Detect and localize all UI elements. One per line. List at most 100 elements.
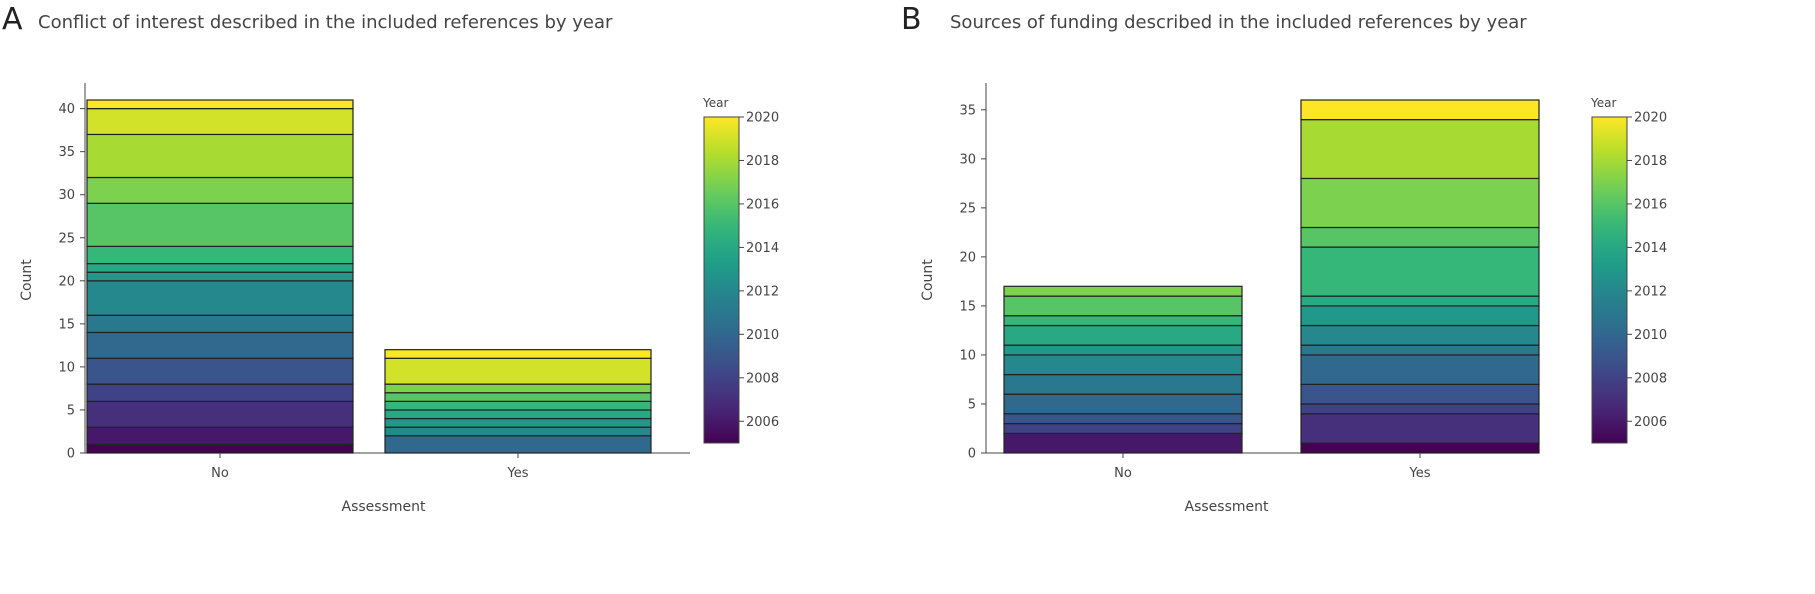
chart-a-bar-segment-no-2009 (86, 357, 354, 385)
chart-b-bar-segment-yes-2005 (1300, 442, 1540, 454)
chart-b-y-tick-label: 5 (968, 397, 976, 412)
chart-b-y-tick-label: 20 (959, 250, 976, 265)
panel-a-title: Conflict of interest described in the in… (38, 12, 613, 33)
chart-a-bar-segment-yes-2020 (384, 349, 652, 359)
chart-b-y-tick-label: 35 (959, 103, 976, 118)
chart-b-colorbar-tick-label: 2014 (1634, 241, 1667, 256)
chart-a-bar-segment-no-2016 (86, 202, 354, 247)
chart-b-bar-segment-no-2014 (1003, 324, 1243, 346)
chart-a-x-tick-label-no: No (211, 466, 229, 481)
chart-a-bar-segment-yes-2019 (384, 357, 652, 385)
chart-b-y-tick-label: 10 (959, 348, 976, 363)
chart-b-bar-segment-no-2015 (1003, 315, 1243, 327)
chart-b-bar-segment-yes-2015 (1300, 246, 1540, 297)
chart-b-y-tick-label: 0 (968, 447, 976, 462)
chart-a-svg: 0 5 10 15 20 25 30 35 40 Count Assessment No Yes Year… (19, 83, 779, 515)
chart-a-bar-segment-no-2014 (86, 262, 354, 273)
chart-a-y-tick-label: 5 (67, 403, 75, 418)
chart-a-colorbar-tick-label: 2016 (746, 197, 779, 212)
chart-b-bar-segment-yes-2014 (1300, 295, 1540, 307)
chart-b-bar-segment-no-2016 (1003, 295, 1243, 317)
chart-b-bar-segment-yes-2016 (1300, 226, 1540, 248)
chart-b-y-tick-label: 25 (959, 201, 976, 216)
chart-b-bar-segment-yes-2007 (1300, 413, 1540, 444)
chart-a-bar-segment-no-2007 (86, 400, 354, 428)
chart-a-bar-segment-no-2005 (86, 443, 354, 454)
chart-a-colorbar-tick-label: 2010 (746, 328, 779, 343)
chart-a-y-tick-label: 0 (67, 447, 75, 462)
chart-b-bar-segment-no-2008 (1003, 422, 1243, 434)
chart-b-colorbar-tick-label: 2016 (1634, 197, 1667, 212)
chart-a-y-tick-label: 40 (58, 102, 75, 117)
chart-b-bar-segment-no-2006 (1003, 432, 1243, 454)
chart-a-bar-segment-yes-2015 (384, 400, 652, 411)
chart-b-colorbar-tick-label: 2010 (1634, 328, 1667, 343)
chart-a-bar-segment-no-2006 (86, 426, 354, 445)
panel-a-letter: A (2, 2, 23, 37)
panel-b-letter: B (901, 2, 922, 37)
chart-panel-b: 0 5 10 15 20 25 30 35 Count Assessment No Yes Year 20… (900, 0, 1815, 594)
chart-b-colorbar-tick-label: 2018 (1634, 154, 1667, 169)
chart-b-colorbar-tick-label: 2020 (1634, 111, 1667, 126)
chart-b-colorbar-tick-label: 2008 (1634, 371, 1667, 386)
chart-b-y-axis-label: Count (920, 259, 936, 301)
chart-b-colorbar-tick-label: 2006 (1634, 415, 1667, 430)
chart-b-bar-segment-yes-2013 (1300, 305, 1540, 327)
chart-b-bar-segment-yes-2012 (1300, 324, 1540, 346)
chart-a-bar-segment-no-2008 (86, 383, 354, 402)
chart-b-bar-segment-no-2013 (1003, 344, 1243, 356)
chart-b-x-axis-label: Assessment (1185, 499, 1269, 515)
chart-b-y-tick-label: 15 (959, 299, 976, 314)
chart-a-colorbar-tick-label: 2020 (746, 111, 779, 126)
chart-b-x-tick-label-no: No (1114, 466, 1132, 481)
chart-b-bar-segment-no-2010 (1003, 393, 1243, 415)
chart-a-y-tick-label: 30 (58, 188, 75, 203)
chart-b-y-tick-label: 30 (959, 152, 976, 167)
chart-a-bar-segment-no-2010 (86, 331, 354, 359)
chart-b-colorbar-tick-label: 2012 (1634, 284, 1667, 299)
chart-b-bar-segment-no-2009 (1003, 413, 1243, 425)
chart-b-bar-segment-yes-2010 (1300, 354, 1540, 385)
panel-b-title: Sources of funding described in the incl… (950, 12, 1527, 33)
chart-a-y-tick-label: 15 (58, 317, 75, 332)
chart-a-colorbar-tick-label: 2014 (746, 241, 779, 256)
chart-b-bar-segment-no-2017 (1003, 285, 1243, 297)
chart-a-colorbar-tick-label: 2006 (746, 415, 779, 430)
chart-a-x-axis-label: Assessment (342, 499, 426, 515)
chart-a-bar-segment-yes-2010 (384, 435, 652, 454)
chart-a-y-axis-label: Count (19, 259, 35, 301)
chart-b-bar-segment-yes-2017 (1300, 177, 1540, 229)
chart-b-bar-segment-no-2012 (1003, 354, 1243, 376)
chart-a-bar-segment-yes-2013 (384, 417, 652, 428)
chart-a-bar-segment-no-2019 (86, 108, 354, 136)
chart-a-y-tick-label: 25 (58, 231, 75, 246)
chart-b-x-tick-label-yes: Yes (1409, 466, 1431, 481)
chart-b-bar-segment-yes-2018 (1300, 119, 1540, 180)
chart-a-bar-segment-no-2013 (86, 271, 354, 282)
chart-a-bar-segment-yes-2017 (384, 383, 652, 394)
chart-a-bar-segment-no-2018 (86, 133, 354, 179)
chart-b-bar-segment-no-2011 (1003, 373, 1243, 395)
chart-a-colorbar-title: Year (702, 96, 728, 110)
chart-a-bar-segment-yes-2016 (384, 392, 652, 402)
chart-a-bar-segment-yes-2014 (384, 409, 652, 420)
chart-a-bar-segment-no-2017 (86, 176, 354, 204)
chart-b-bar-segment-yes-2009 (1300, 383, 1540, 405)
chart-a-bar-segment-no-2020 (86, 99, 354, 110)
chart-a-y-tick-label: 10 (58, 360, 75, 375)
chart-a-x-tick-label-yes: Yes (507, 466, 529, 481)
chart-b-colorbar (1591, 116, 1628, 444)
chart-b-bar-segment-yes-2011 (1300, 344, 1540, 356)
chart-b-bar-segment-yes-2020 (1300, 99, 1540, 121)
chart-b-svg: 0 5 10 15 20 25 30 35 Count Assessment No Yes Year 20… (920, 83, 1667, 515)
chart-panel-a: 0 5 10 15 20 25 30 35 40 Count Assessment No Yes Year… (0, 0, 900, 594)
chart-a-bar-segment-yes-2012 (384, 426, 652, 437)
chart-a-bar-segment-no-2012 (86, 280, 354, 316)
chart-a-colorbar-tick-label: 2018 (746, 154, 779, 169)
chart-a-y-tick-label: 20 (58, 274, 75, 289)
chart-b-bar-segment-yes-2008 (1300, 403, 1540, 415)
chart-a-y-tick-label: 35 (58, 145, 75, 160)
chart-b-colorbar-title: Year (1590, 96, 1616, 110)
chart-a-colorbar (703, 116, 740, 444)
chart-a-bar-segment-no-2011 (86, 314, 354, 334)
